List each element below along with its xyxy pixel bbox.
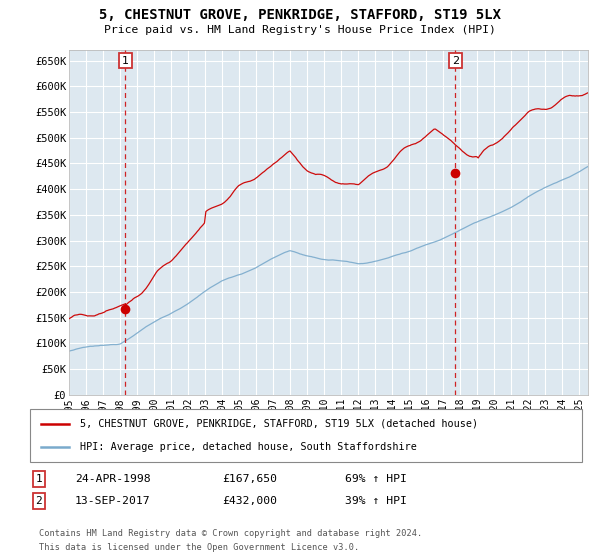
Text: 39% ↑ HPI: 39% ↑ HPI xyxy=(345,496,407,506)
Text: 13-SEP-2017: 13-SEP-2017 xyxy=(75,496,151,506)
Text: £432,000: £432,000 xyxy=(222,496,277,506)
Text: £167,650: £167,650 xyxy=(222,474,277,484)
Text: 24-APR-1998: 24-APR-1998 xyxy=(75,474,151,484)
Text: 1: 1 xyxy=(35,474,43,484)
Text: 5, CHESTNUT GROVE, PENKRIDGE, STAFFORD, ST19 5LX (detached house): 5, CHESTNUT GROVE, PENKRIDGE, STAFFORD, … xyxy=(80,419,478,429)
Text: HPI: Average price, detached house, South Staffordshire: HPI: Average price, detached house, Sout… xyxy=(80,442,416,452)
Text: This data is licensed under the Open Government Licence v3.0.: This data is licensed under the Open Gov… xyxy=(39,543,359,552)
Text: 2: 2 xyxy=(452,55,459,66)
Text: Contains HM Land Registry data © Crown copyright and database right 2024.: Contains HM Land Registry data © Crown c… xyxy=(39,529,422,538)
Text: 5, CHESTNUT GROVE, PENKRIDGE, STAFFORD, ST19 5LX: 5, CHESTNUT GROVE, PENKRIDGE, STAFFORD, … xyxy=(99,8,501,22)
Text: 1: 1 xyxy=(122,55,129,66)
Text: 69% ↑ HPI: 69% ↑ HPI xyxy=(345,474,407,484)
Text: 2: 2 xyxy=(35,496,43,506)
Text: Price paid vs. HM Land Registry's House Price Index (HPI): Price paid vs. HM Land Registry's House … xyxy=(104,25,496,35)
